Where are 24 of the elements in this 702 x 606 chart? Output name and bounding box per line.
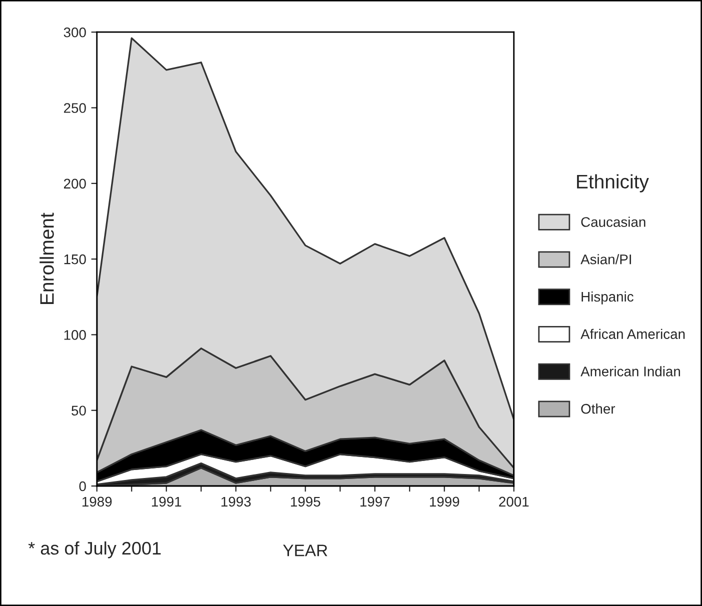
legend-label: Caucasian <box>581 216 646 227</box>
x-tick-label: 1993 <box>221 496 251 507</box>
y-tick-label: 0 <box>79 481 86 492</box>
y-tick-label: 250 <box>64 103 86 113</box>
y-tick-label: 300 <box>64 27 86 38</box>
x-tick-label: 1999 <box>430 496 460 507</box>
x-tick-label: 1989 <box>82 496 112 507</box>
x-tick-label: 1991 <box>152 496 182 507</box>
legend-label: Hispanic <box>582 291 634 304</box>
y-axis-title: Enrollment <box>40 212 54 304</box>
x-tick-label: 1995 <box>290 496 320 507</box>
text: * as of July 2001 <box>28 541 161 558</box>
legend-label: Asian/PI <box>580 254 631 264</box>
y-tick-label: 100 <box>64 330 86 340</box>
legend-label: African American <box>580 328 685 340</box>
x-tick-label: 1997 <box>360 496 390 507</box>
legend-label: American Indian <box>580 366 680 376</box>
x-tick-label: 2001 <box>499 496 529 507</box>
y-tick-label: 200 <box>64 178 86 189</box>
y-tick-label: 150 <box>64 254 86 264</box>
x-axis-title: YEAR <box>283 544 328 556</box>
legend-label: Other <box>581 404 616 414</box>
legend-title: Ethnicity <box>577 174 649 192</box>
y-tick-label: 50 <box>72 406 86 416</box>
